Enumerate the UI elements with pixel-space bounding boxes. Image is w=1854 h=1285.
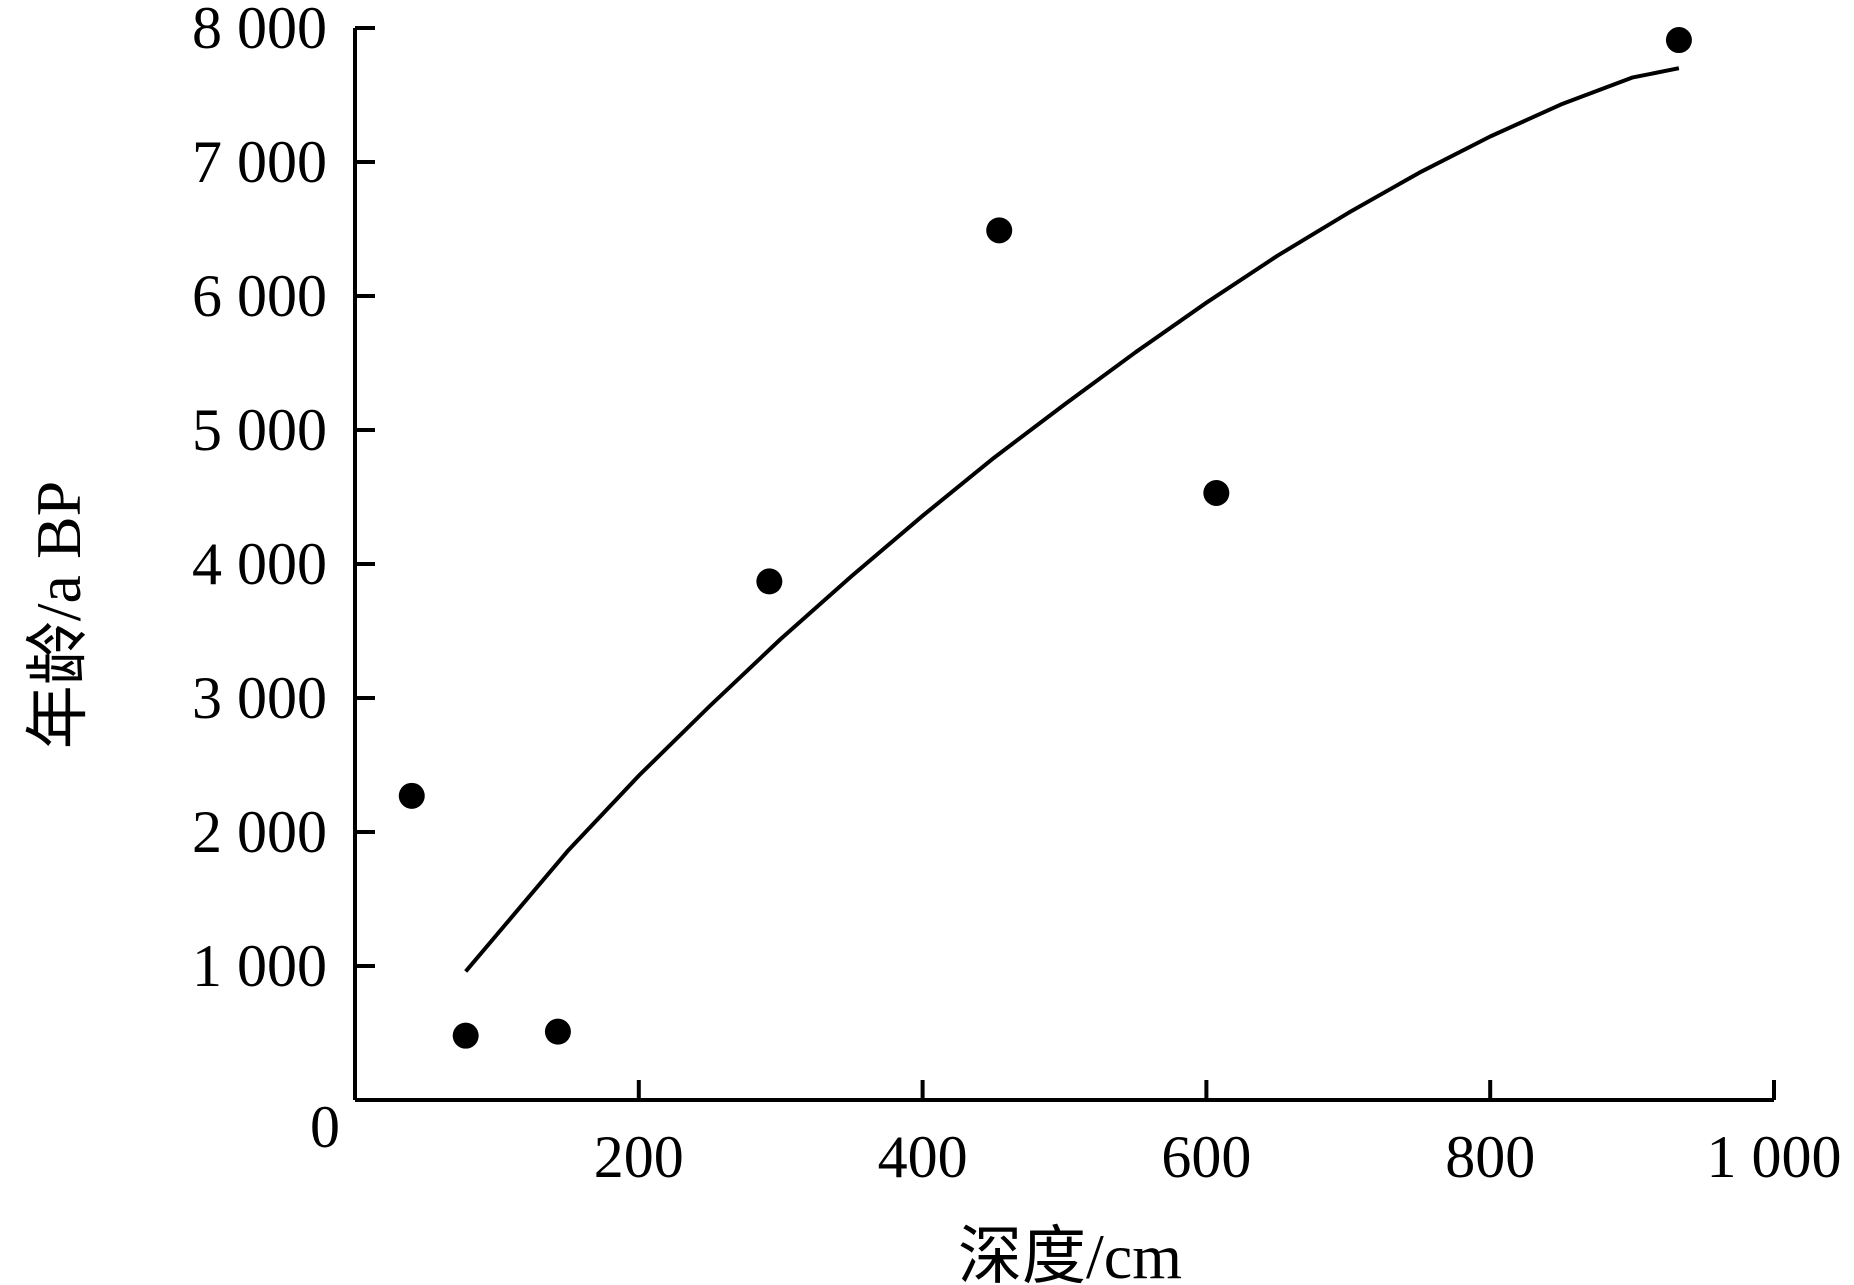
data-point (452, 1022, 479, 1049)
data-point (1665, 27, 1692, 54)
data-point (398, 782, 425, 809)
x-tick-label: 800 (1445, 1124, 1535, 1190)
trend-line (464, 66, 1680, 973)
x-tick-label: 1 000 (1707, 1124, 1842, 1190)
x-tick-label: 600 (1161, 1124, 1251, 1190)
data-point (756, 568, 783, 595)
y-tick-label: 1 000 (192, 933, 327, 999)
y-tick-label: 5 000 (192, 397, 327, 463)
y-axis-ticks: 1 000 2 000 3 000 4 000 5 000 6 000 7 000 8 000 (192, 0, 375, 999)
y-tick-label: 4 000 (192, 531, 327, 597)
data-point (1203, 479, 1230, 506)
y-tick-label: 6 000 (192, 263, 327, 329)
series-layer (398, 27, 1692, 1049)
y-tick-label: 3 000 (192, 665, 327, 731)
data-point (986, 217, 1013, 244)
origin-tick-label: 0 (310, 1094, 340, 1160)
y-tick-label: 7 000 (192, 129, 327, 195)
x-axis-ticks: 200 400 600 800 1 000 (594, 1080, 1842, 1190)
y-tick-label: 2 000 (192, 799, 327, 865)
x-axis-title: 深度/cm (958, 1221, 1182, 1285)
axes (353, 28, 1774, 1102)
y-tick-label: 8 000 (192, 0, 327, 61)
data-point (544, 1018, 571, 1045)
x-tick-label: 200 (594, 1124, 684, 1190)
x-tick-label: 400 (878, 1124, 968, 1190)
y-axis-title: 年龄/a BP (23, 481, 94, 749)
